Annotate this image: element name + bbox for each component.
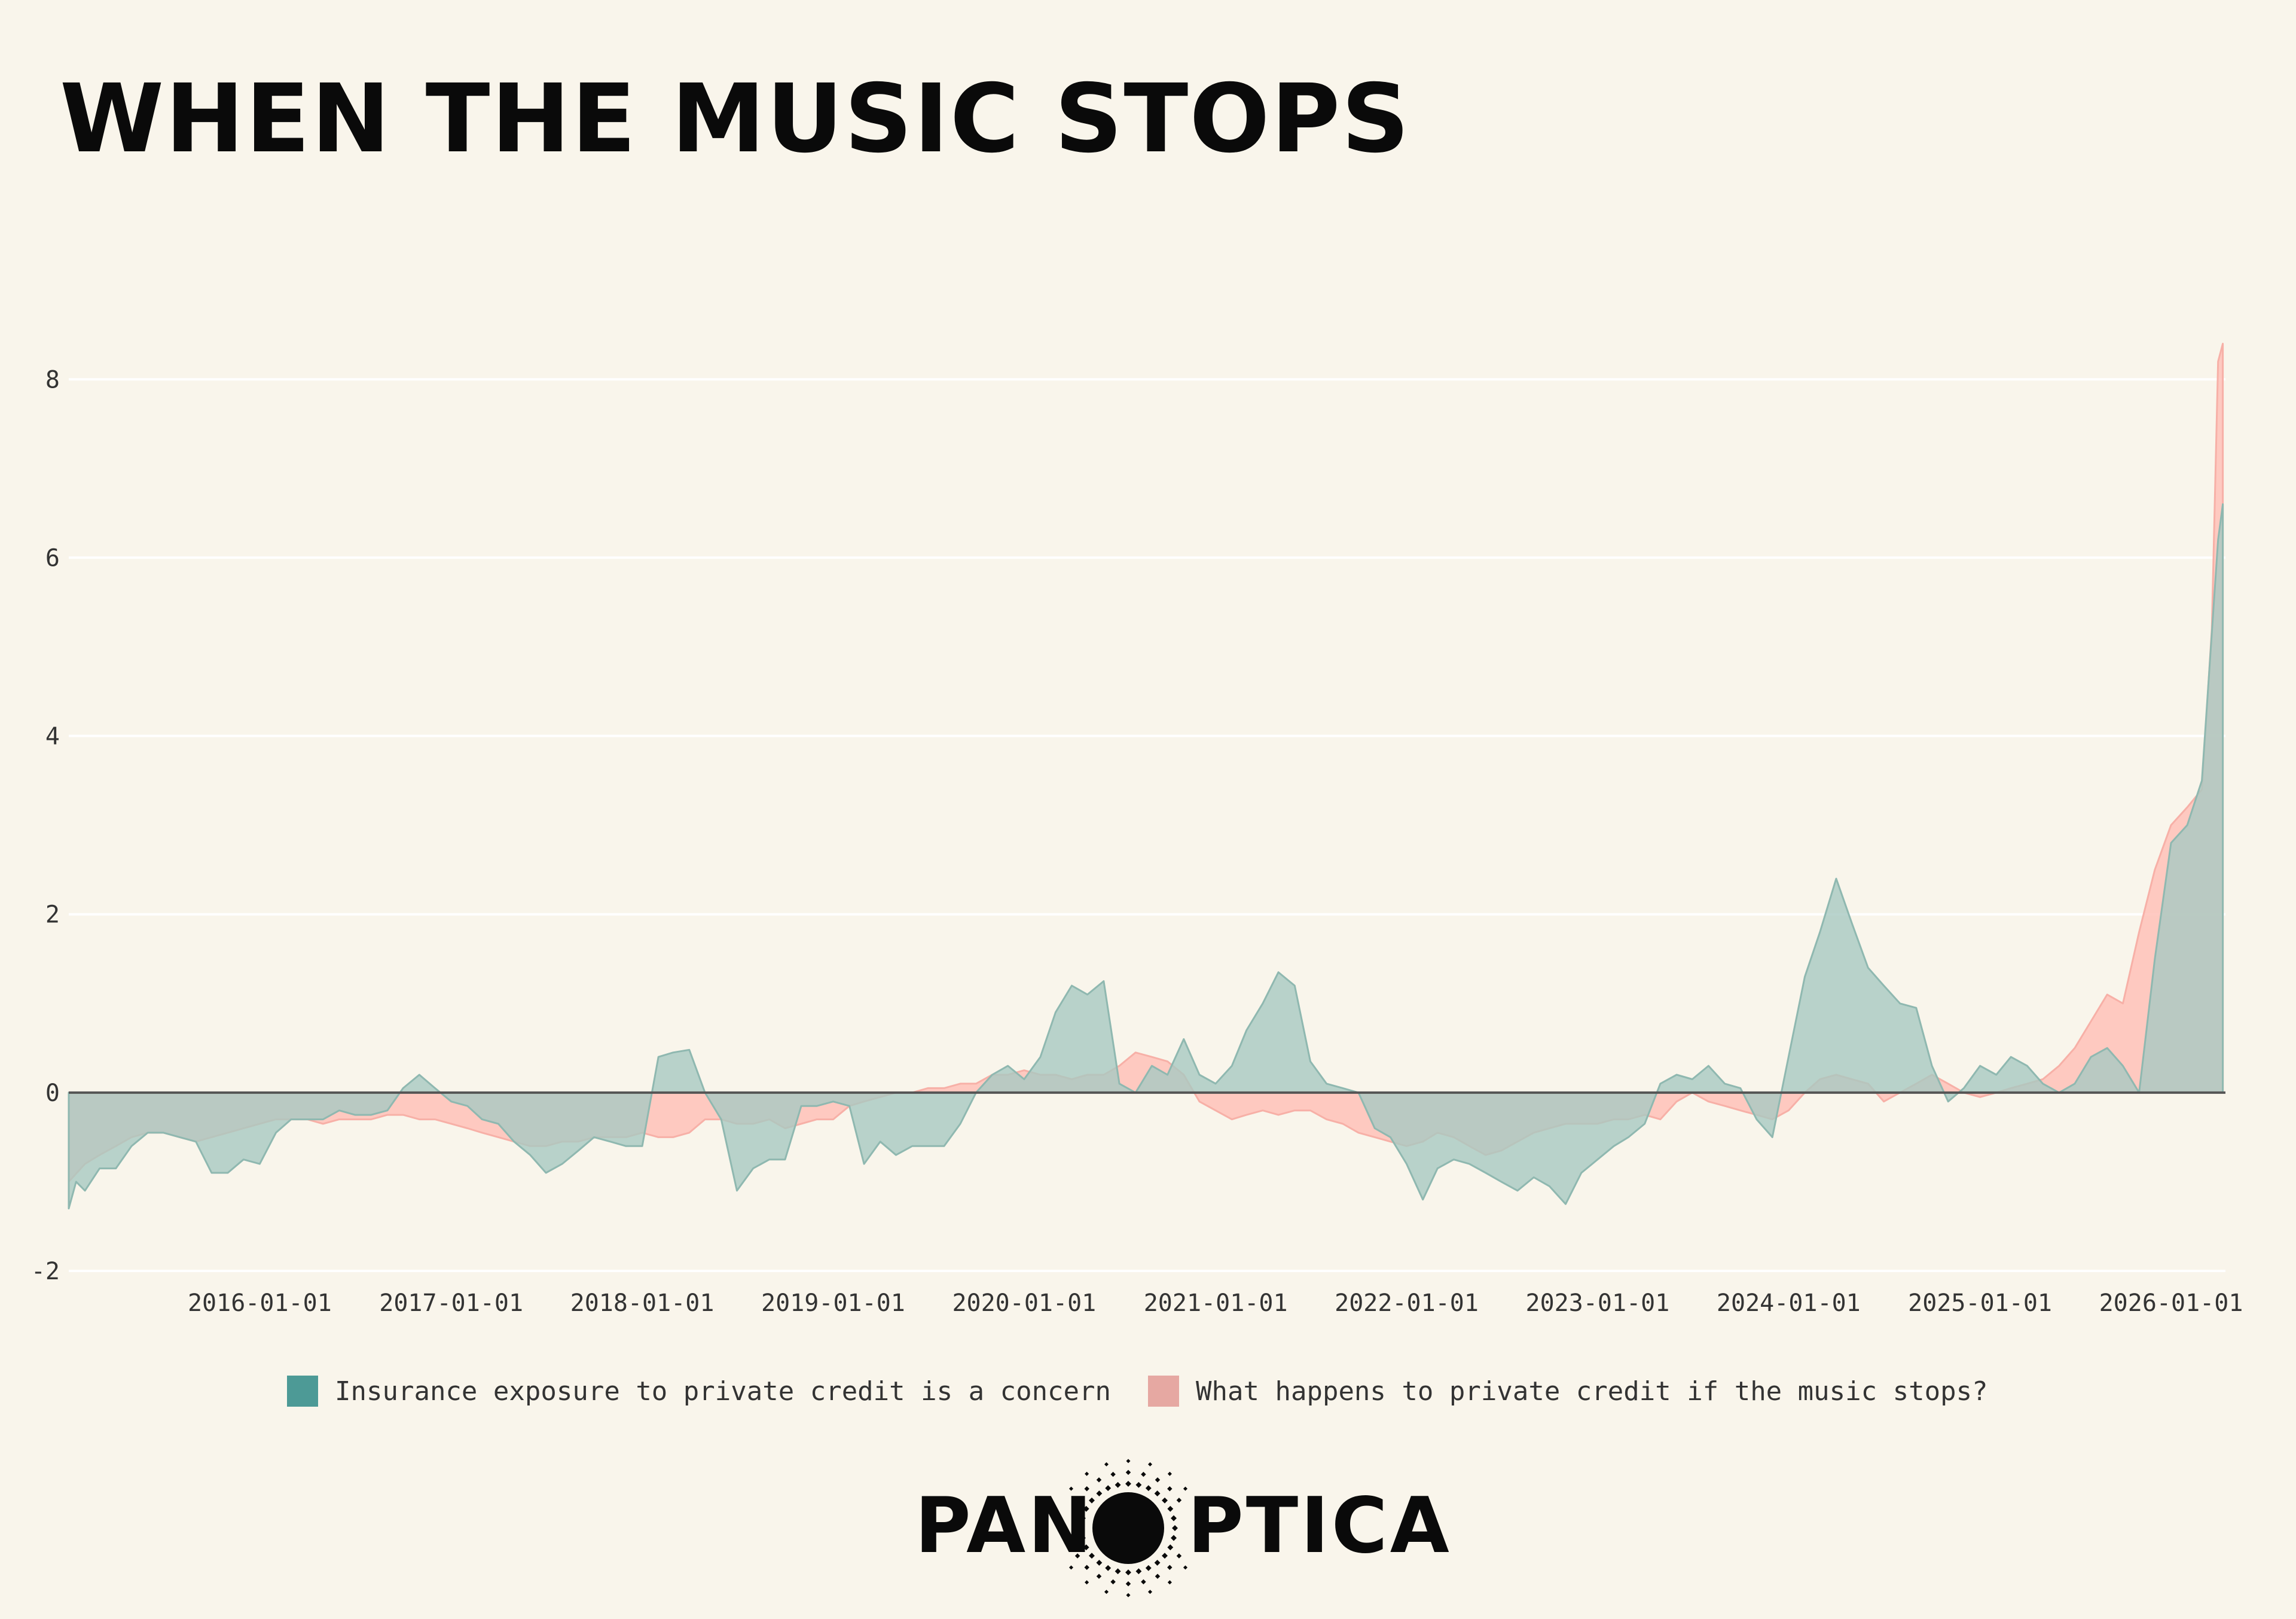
x-tick-label: 2021-01-01 xyxy=(1144,1289,1288,1317)
x-tick-label: 2016-01-01 xyxy=(188,1289,332,1317)
y-tick-label: 6 xyxy=(45,544,60,572)
grid-lines xyxy=(69,378,2225,1272)
x-tick-label: 2023-01-01 xyxy=(1526,1289,1670,1317)
panoptica-logo: PAN PTICA xyxy=(903,1447,1449,1609)
legend-item-insurance: Insurance exposure to private credit is … xyxy=(287,1376,1111,1407)
x-tick-label: 2022-01-01 xyxy=(1335,1289,1479,1317)
legend-label-music-stops: What happens to private credit if the mu… xyxy=(1196,1376,1988,1407)
chart-axes: -2 0 2 4 6 8 2016-01-01 2017-01-01 2018-01-01 201… xyxy=(31,366,2243,1317)
y-tick-label: -2 xyxy=(31,1258,60,1285)
x-tick-label: 2020-01-01 xyxy=(952,1289,1096,1317)
legend-item-music-stops: What happens to private credit if the mu… xyxy=(1148,1376,1988,1407)
y-tick-label: 4 xyxy=(45,723,60,751)
x-tick-label: 2026-01-01 xyxy=(2099,1289,2243,1317)
eye-sun-logo-icon xyxy=(1068,1459,1188,1597)
logo-text-ptica: PTICA xyxy=(1187,1481,1452,1571)
logo-text-pan: PAN xyxy=(915,1481,1095,1571)
chart-legend: Insurance exposure to private credit is … xyxy=(287,1376,2025,1407)
area-insurance-exposure xyxy=(68,503,2224,1210)
y-tick-label: 0 xyxy=(45,1080,60,1107)
y-tick-label: 8 xyxy=(45,366,60,394)
area-chart: -2 0 2 4 6 8 2016-01-01 2017-01-01 2018-01-01 201… xyxy=(31,343,2243,1317)
x-tick-label: 2018-01-01 xyxy=(570,1289,715,1317)
page-title: WHEN THE MUSIC STOPS xyxy=(60,64,1411,174)
chart-areas xyxy=(68,343,2224,1210)
legend-swatch-music-stops xyxy=(1148,1376,1180,1407)
x-tick-label: 2019-01-01 xyxy=(761,1289,905,1317)
y-tick-label: 2 xyxy=(45,901,60,929)
x-tick-label: 2017-01-01 xyxy=(379,1289,523,1317)
x-tick-label: 2025-01-01 xyxy=(1908,1289,2052,1317)
legend-swatch-insurance xyxy=(287,1376,318,1407)
legend-label-insurance: Insurance exposure to private credit is … xyxy=(335,1376,1112,1407)
x-tick-label: 2024-01-01 xyxy=(1717,1289,1861,1317)
